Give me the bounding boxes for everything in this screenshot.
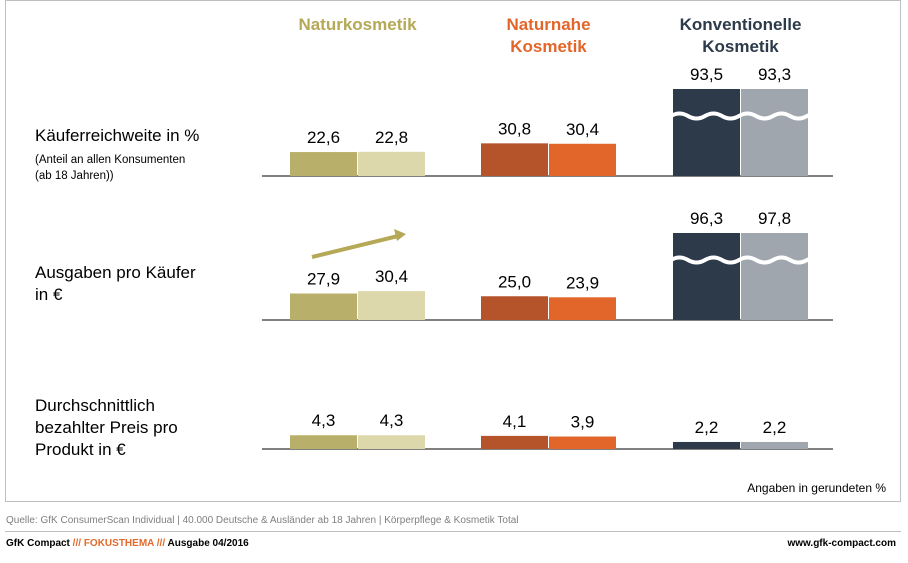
bar (549, 297, 616, 320)
unit-note: Angaben in gerundeten % (747, 481, 886, 495)
data-label: 93,5 (690, 65, 723, 84)
footer-topic: FOKUSTHEMA (83, 538, 154, 549)
data-label: 2,2 (695, 418, 719, 437)
data-label: 4,1 (503, 412, 527, 431)
bar (290, 152, 357, 176)
data-label: 4,3 (312, 411, 336, 430)
data-label: 22,6 (307, 128, 340, 147)
bar (741, 89, 808, 176)
group-header: Naturkosmetik (298, 15, 417, 34)
data-label: 30,8 (498, 119, 531, 138)
data-label: 2,2 (763, 418, 787, 437)
footer-separator: /// (154, 538, 168, 549)
data-label: 97,8 (758, 209, 791, 228)
footer: GfK Compact /// FOKUSTHEMA /// Ausgabe 0… (6, 538, 898, 549)
data-label: 23,9 (566, 273, 599, 292)
bar (549, 143, 616, 176)
bar (358, 435, 425, 449)
data-label: 96,3 (690, 209, 723, 228)
footer-separator: /// (69, 538, 84, 549)
footer-brand: GfK Compact (6, 538, 70, 549)
bar (481, 296, 548, 320)
footer-issue: Ausgabe 04/2016 (167, 538, 249, 549)
bar (290, 293, 357, 320)
row-label: in € (35, 285, 63, 304)
axis-break-mark (669, 111, 826, 121)
bar (358, 151, 425, 176)
bar (481, 143, 548, 176)
bar (741, 441, 808, 449)
chart-frame (5, 0, 901, 502)
data-label: 25,0 (498, 272, 531, 291)
row-sublabel: (ab 18 Jahren)) (35, 170, 114, 182)
trend-arrow-head (394, 229, 406, 241)
group-header: Kosmetik (702, 37, 779, 56)
data-label: 93,3 (758, 65, 791, 84)
data-label: 3,9 (571, 413, 595, 432)
row-label: Durchschnittlich (35, 396, 155, 415)
group-header: Kosmetik (510, 37, 587, 56)
bar (673, 89, 740, 176)
bar (673, 441, 740, 449)
bar (549, 436, 616, 449)
footer-divider (5, 531, 901, 532)
axis-break-mark (669, 255, 826, 265)
data-label: 27,9 (307, 269, 340, 288)
data-label: 22,8 (375, 128, 408, 147)
row-label: bezahlter Preis pro (35, 418, 178, 437)
data-label: 30,4 (566, 120, 599, 139)
group-header: Konventionelle (679, 15, 802, 34)
data-label: 4,3 (380, 411, 404, 430)
bar (358, 291, 425, 320)
row-label: Produkt in € (35, 440, 126, 459)
bar (290, 435, 357, 449)
bar (481, 435, 548, 449)
row-label: Käuferreichweite in % (35, 126, 200, 145)
data-label: 30,4 (375, 267, 408, 286)
footer-url: www.gfk-compact.com (787, 538, 896, 549)
trend-arrow (311, 234, 399, 259)
bar (741, 233, 808, 320)
row-label: Ausgaben pro Käufer (35, 263, 196, 282)
row-sublabel: (Anteil an allen Konsumenten (35, 154, 186, 166)
source-note: Quelle: GfK ConsumerScan Individual | 40… (6, 515, 519, 526)
bar (673, 233, 740, 320)
group-header: Naturnahe (506, 15, 591, 34)
